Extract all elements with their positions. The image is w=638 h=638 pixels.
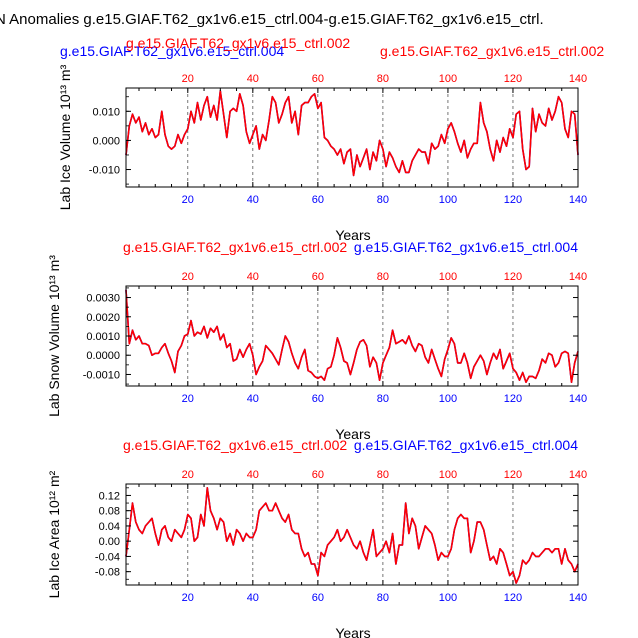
panel-title-ctrl-002: g.e15.GIAF.T62_gx1v6.e15_ctrl.002 (123, 437, 347, 453)
x-tick-label-bottom: 80 (377, 592, 389, 604)
x-tick-label-bottom: 60 (312, 194, 324, 206)
y-tick-label: 0.0010 (86, 331, 120, 343)
panel-title-ctrl-004: g.e15.GIAF.T62_gx1v6.e15_ctrl.004 (354, 239, 578, 255)
x-tick-label-top: 120 (504, 73, 522, 85)
x-tick-label-bottom: 20 (182, 592, 194, 604)
x-tick-label-bottom: 120 (504, 393, 522, 405)
y-tick-label: -0.04 (95, 551, 120, 563)
chart-panel-snow-volume: -0.0010 0.0000 0.0010 0.0020 0.0030 20 20 40 40 6… (46, 239, 587, 442)
x-tick-label-top: 80 (377, 73, 389, 85)
x-tick-label-top: 140 (569, 73, 587, 85)
x-tick-label-top: 20 (182, 271, 194, 283)
x-tick-label-bottom: 80 (377, 194, 389, 206)
panel-title-ctrl-002-right: g.e15.GIAF.T62_gx1v6.e15_ctrl.002 (380, 43, 604, 59)
series-line-ctrl-002 (125, 289, 579, 384)
x-axis-label: Years (335, 227, 370, 243)
x-tick-label-top: 60 (312, 469, 324, 481)
chart-panel-ice-area: -0.08 -0.04 0.00 0.04 0.08 0.12 20 20 40 40 60 60 80… (46, 437, 587, 638)
x-tick-label-bottom: 20 (182, 393, 194, 405)
y-tick-label: -0.010 (89, 165, 120, 177)
panel-title-ctrl-002: g.e15.GIAF.T62_gx1v6.e15_ctrl.002 (123, 239, 347, 255)
x-tick-label-top: 100 (439, 469, 457, 481)
x-tick-label-bottom: 60 (312, 393, 324, 405)
panel-title-ctrl-002-center: g.e15.GIAF.T62_gx1v6.e15_ctrl.002 (126, 35, 350, 51)
x-tick-label-bottom: 100 (439, 194, 457, 206)
x-tick-label-top: 20 (182, 469, 194, 481)
x-tick-label-top: 60 (312, 271, 324, 283)
x-tick-label-bottom: 20 (182, 194, 194, 206)
y-tick-label: 0.0000 (86, 350, 120, 362)
y-axis-label: Lab Ice Volume 10¹³ m³ (57, 64, 73, 210)
y-tick-label: 0.12 (99, 490, 120, 502)
y-tick-label: 0.0020 (86, 312, 120, 324)
x-tick-label-top: 60 (312, 73, 324, 85)
y-tick-label: 0.04 (99, 521, 120, 533)
x-tick-label-top: 120 (504, 469, 522, 481)
series-line-ctrl-002 (125, 486, 579, 584)
y-tick-label: 0.08 (99, 506, 120, 518)
x-tick-label-bottom: 100 (439, 393, 457, 405)
x-axis-label: Years (335, 625, 370, 638)
x-tick-label-top: 80 (377, 271, 389, 283)
chart-panel-ice-volume: -0.010 0.000 0.010 20 20 40 40 60 60 80 80 100 100 12… (57, 35, 604, 243)
x-tick-label-bottom: 40 (247, 194, 259, 206)
x-tick-label-bottom: 40 (247, 592, 259, 604)
x-tick-label-top: 20 (182, 73, 194, 85)
x-tick-label-top: 40 (247, 469, 259, 481)
series-line-ctrl-002 (125, 90, 579, 177)
x-tick-label-bottom: 120 (504, 194, 522, 206)
x-tick-label-top: 140 (569, 271, 587, 283)
x-tick-label-bottom: 80 (377, 393, 389, 405)
y-tick-label: 0.0030 (86, 293, 120, 305)
x-tick-label-top: 80 (377, 469, 389, 481)
x-tick-label-top: 40 (247, 73, 259, 85)
x-tick-label-top: 40 (247, 271, 259, 283)
y-axis-label: Lab Ice Area 10¹² m² (46, 470, 62, 598)
x-tick-label-bottom: 140 (569, 194, 587, 206)
plot-frame (125, 87, 579, 188)
x-tick-label-bottom: 60 (312, 592, 324, 604)
y-axis-label: Lab Snow Volume 10¹³ m³ (46, 255, 62, 417)
y-tick-label: 0.010 (92, 106, 120, 118)
x-tick-label-bottom: 100 (439, 592, 457, 604)
x-tick-label-top: 100 (439, 271, 457, 283)
panel-title-ctrl-004: g.e15.GIAF.T62_gx1v6.e15_ctrl.004 (60, 43, 284, 59)
x-tick-label-top: 140 (569, 469, 587, 481)
panel-title-ctrl-004: g.e15.GIAF.T62_gx1v6.e15_ctrl.004 (354, 437, 578, 453)
x-tick-label-bottom: 140 (569, 393, 587, 405)
plot-frame (125, 483, 579, 586)
y-tick-label: -0.08 (95, 567, 120, 579)
y-tick-label: 0.00 (99, 536, 120, 548)
y-tick-label: -0.0010 (83, 369, 120, 381)
x-tick-label-top: 120 (504, 271, 522, 283)
x-tick-label-bottom: 140 (569, 592, 587, 604)
y-tick-label: 0.000 (92, 135, 120, 147)
figure-title: N Anomalies g.e15.GIAF.T62_gx1v6.e15_ctr… (0, 11, 544, 28)
x-tick-label-bottom: 120 (504, 592, 522, 604)
x-tick-label-bottom: 40 (247, 393, 259, 405)
x-axis-label: Years (335, 426, 370, 442)
x-tick-label-top: 100 (439, 73, 457, 85)
